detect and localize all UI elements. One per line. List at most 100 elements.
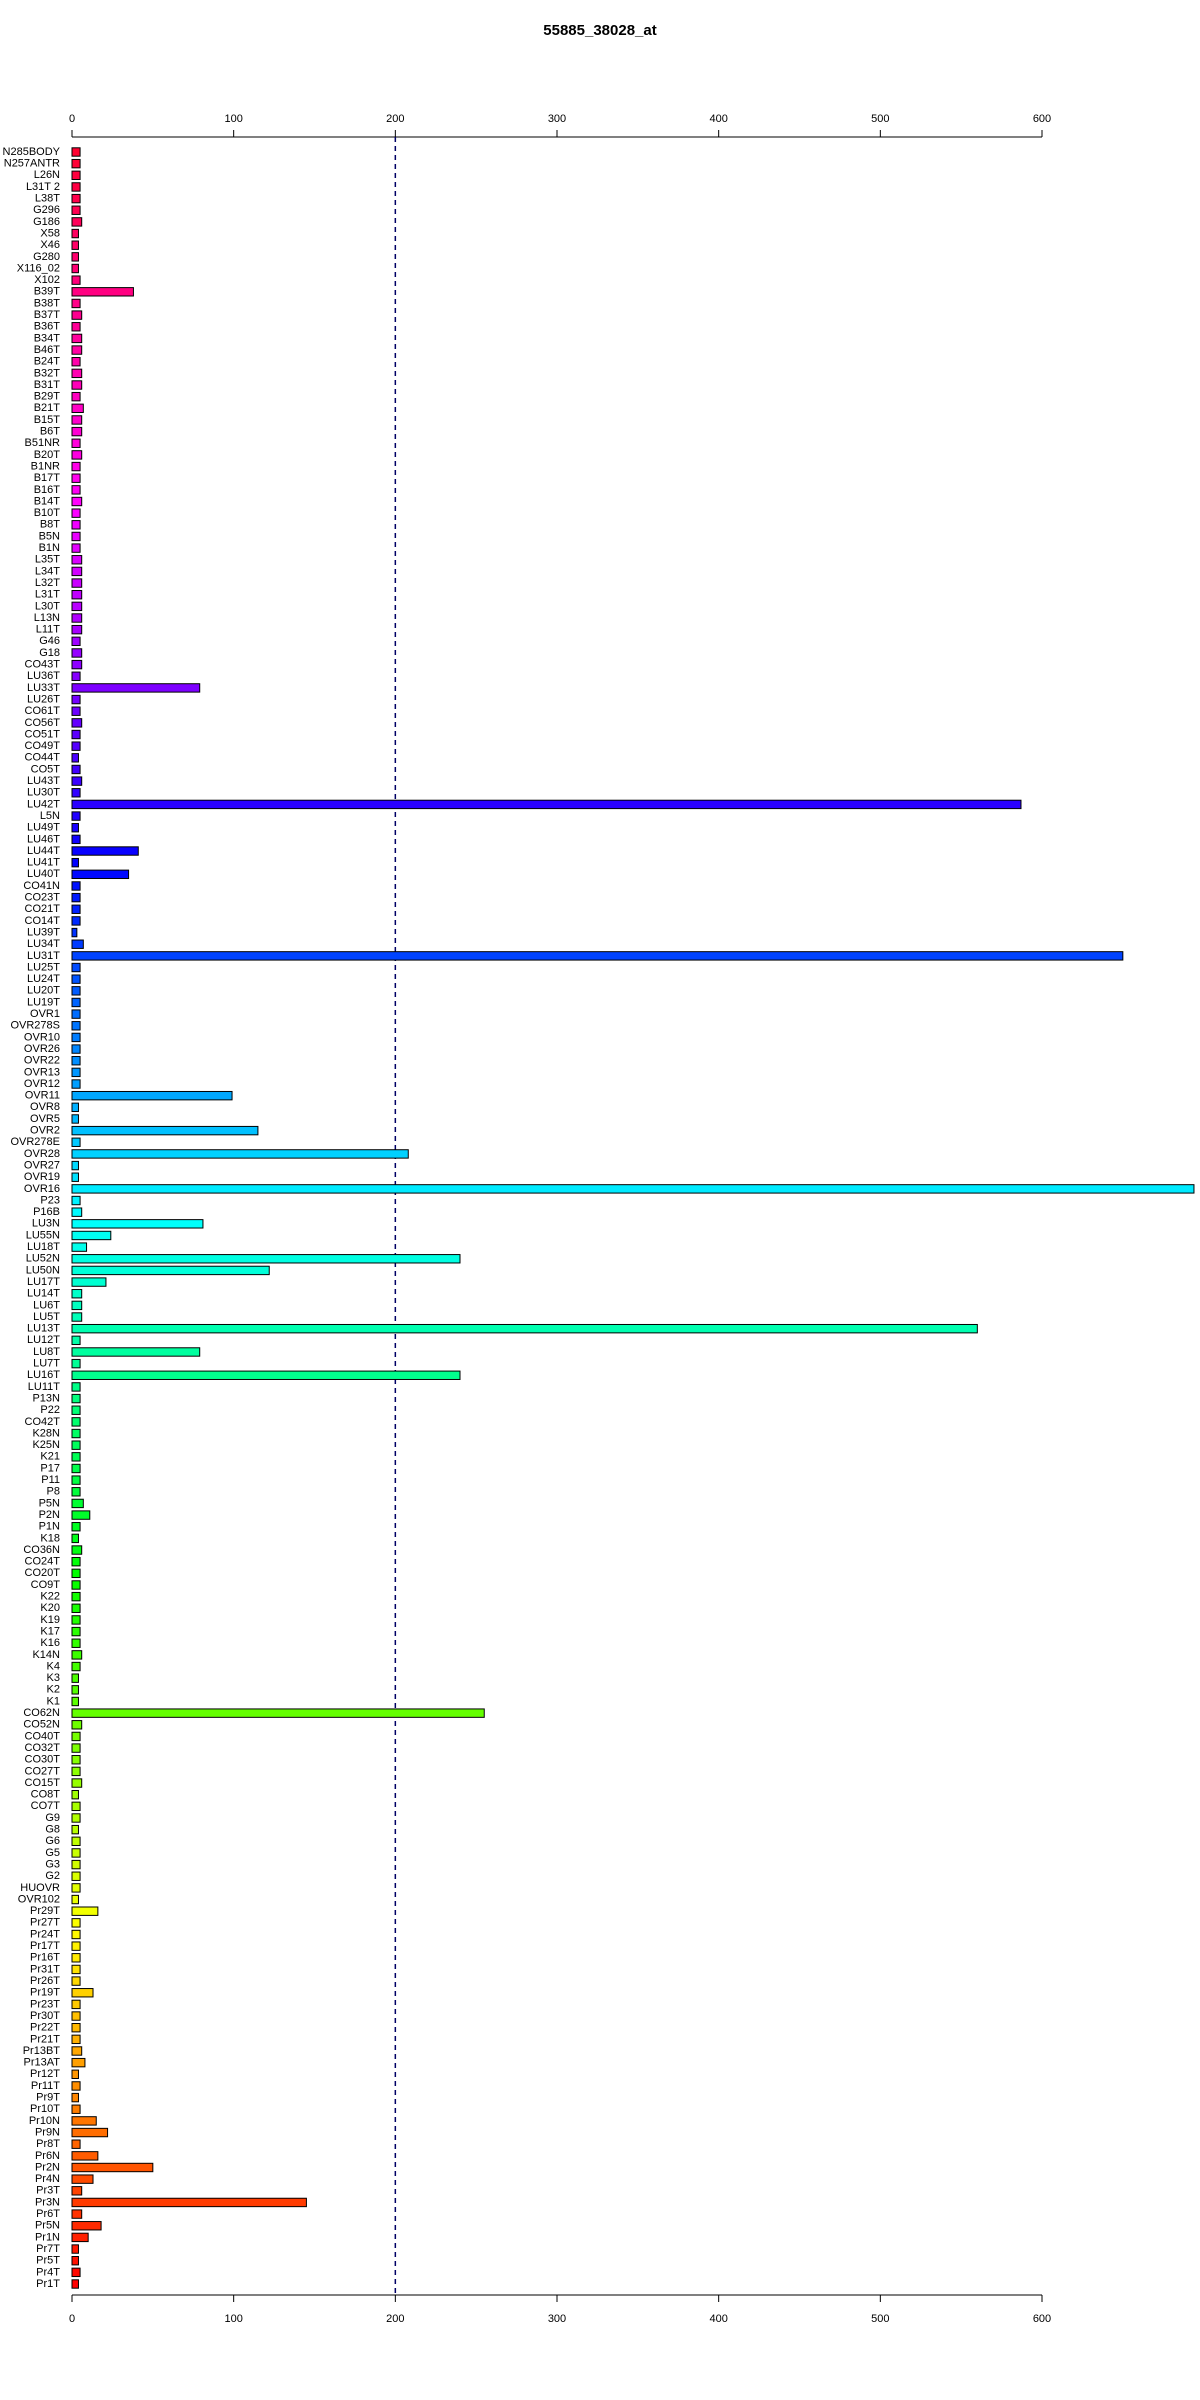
y-tick-label: B20T: [34, 449, 61, 461]
x-tick-label: 600: [1033, 113, 1051, 125]
y-tick-label: Pr7T: [36, 2243, 60, 2255]
y-tick-label: X58: [40, 227, 60, 239]
y-tick-label: CO51T: [25, 728, 61, 740]
y-tick-label: OVR28: [24, 1148, 60, 1160]
bar: [71, 1195, 81, 1206]
bar: [71, 1009, 81, 1019]
bar: [71, 2209, 83, 2219]
bar: [71, 403, 84, 414]
bar: [71, 170, 81, 181]
bar: [71, 788, 81, 798]
y-tick-label: L5N: [40, 810, 60, 822]
y-tick-label: LU6T: [33, 1299, 60, 1311]
bar: [71, 1452, 81, 1462]
y-tick-label: Pr5T: [36, 2255, 60, 2267]
bar: [71, 2104, 81, 2114]
bar: [71, 1498, 84, 1509]
bar: [71, 450, 83, 460]
bar: [71, 1545, 83, 1555]
bar: [71, 252, 79, 262]
bar: [71, 520, 81, 530]
y-tick-label: OVR5: [30, 1113, 60, 1125]
bar: [71, 1778, 83, 1788]
bar: [71, 799, 1022, 810]
bar: [71, 706, 81, 716]
bar: [71, 904, 81, 914]
bar: [71, 811, 81, 821]
x-tick-label: 500: [871, 113, 889, 125]
y-tick-label: Pr3T: [36, 2185, 60, 2197]
x-tick-label: 100: [224, 2313, 242, 2325]
bar: [71, 1149, 409, 1159]
y-tick-label: Pr2N: [35, 2161, 60, 2173]
y-tick-label: LU42T: [27, 798, 60, 810]
y-tick-label: B32T: [34, 367, 61, 379]
bar: [71, 438, 81, 448]
bar: [71, 1393, 81, 1404]
y-tick-label: Pr6T: [36, 2208, 60, 2220]
y-tick-label: LU43T: [27, 775, 60, 787]
y-tick-label: B36T: [34, 321, 61, 333]
bar: [71, 694, 81, 705]
y-tick-label: P5N: [39, 1497, 60, 1509]
y-tick-label: LU44T: [27, 845, 60, 857]
bar: [71, 2057, 86, 2068]
bar: [71, 590, 83, 600]
y-tick-label: Pr13BT: [23, 2045, 61, 2057]
y-tick-label: K3: [47, 1672, 60, 1684]
bar: [71, 473, 81, 483]
bar: [71, 659, 83, 670]
bar: [71, 1219, 204, 1229]
bar: [71, 776, 83, 786]
y-tick-label: LU26T: [27, 693, 60, 705]
bar: [71, 753, 79, 763]
bar: [71, 508, 81, 518]
y-tick-label: LU7T: [33, 1358, 60, 1370]
y-tick-label: Pr8T: [36, 2138, 60, 2150]
bar: [71, 158, 81, 169]
y-tick-label: Pr23T: [30, 1998, 60, 2010]
bar: [71, 1125, 259, 1136]
y-tick-label: B5N: [39, 530, 60, 542]
y-tick-label: OVR278E: [10, 1136, 60, 1148]
y-tick-label: G46: [39, 635, 60, 647]
y-tick-label: L32T: [35, 577, 60, 589]
y-tick-label: CO8T: [31, 1789, 61, 1801]
bar: [71, 823, 79, 833]
bar: [71, 1999, 81, 2010]
bar: [71, 2022, 81, 2033]
bar: [71, 1615, 81, 1625]
bar: [71, 764, 81, 775]
bar: [71, 1172, 79, 1182]
y-tick-label: LU13T: [27, 1323, 60, 1335]
y-tick-label: CO21T: [25, 903, 61, 915]
bar: [71, 496, 83, 507]
x-tick-label: 300: [548, 2313, 566, 2325]
y-tick-label: OVR12: [24, 1078, 60, 1090]
y-tick-label: CO52N: [23, 1719, 60, 1731]
y-tick-label: B17T: [34, 472, 61, 484]
bar: [71, 1265, 270, 1276]
y-tick-label: CO62N: [23, 1707, 60, 1719]
y-tick-label: Pr24T: [30, 1928, 60, 1940]
y-tick-label: CO56T: [25, 717, 61, 729]
bar: [71, 555, 83, 565]
y-tick-label: CO5T: [31, 763, 61, 775]
y-tick-label: Pr12T: [30, 2068, 60, 2080]
bar: [71, 2127, 109, 2138]
y-tick-label: B16T: [34, 484, 61, 496]
y-tick-label: L35T: [35, 554, 60, 566]
y-tick-label: LU30T: [27, 787, 60, 799]
bar: [71, 857, 79, 868]
y-tick-label: LU11T: [28, 1381, 60, 1393]
bar: [71, 182, 81, 192]
bar: [71, 228, 79, 239]
bar: [71, 2267, 81, 2278]
y-tick-label: LU17T: [27, 1276, 60, 1288]
bar: [71, 1789, 79, 1800]
bar: [71, 2186, 83, 2196]
bar: [71, 275, 81, 285]
bar: [71, 2092, 79, 2103]
x-tick-label: 400: [709, 113, 727, 125]
y-tick-label: N257ANTR: [4, 158, 60, 170]
